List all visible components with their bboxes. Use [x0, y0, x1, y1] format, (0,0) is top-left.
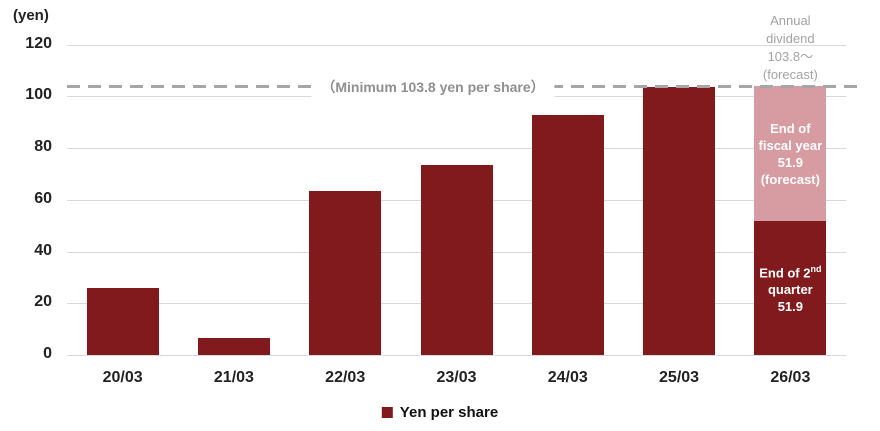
annotation-line: (forecast) — [762, 67, 818, 82]
x-axis-label: 23/03 — [436, 369, 477, 386]
bar-segment-label: End of 2nd quarter 51.9 — [759, 263, 822, 314]
y-tick-label: 100 — [25, 86, 52, 104]
annual-dividend-forecast-annotation: Annual dividend 103.8～ (forecast) — [720, 12, 860, 84]
y-tick-label: 120 — [25, 34, 52, 52]
y-tick-label: 60 — [34, 189, 52, 207]
x-axis-label: 25/03 — [659, 369, 700, 386]
x-axis-label: 24/03 — [547, 369, 588, 386]
annotation-line: Annual — [770, 13, 811, 28]
bar-segment — [531, 114, 604, 355]
annotation-line: dividend — [766, 31, 815, 46]
y-tick-label: 0 — [43, 345, 52, 362]
bar-segment — [86, 287, 159, 355]
bar-segment: End of fiscal year 51.9 (forecast) — [754, 86, 827, 221]
x-axis-label: 22/03 — [325, 369, 366, 386]
legend-swatch-icon — [381, 407, 393, 418]
bar-segment-label: End of fiscal year 51.9 (forecast) — [758, 120, 823, 187]
legend: Yen per share — [381, 404, 499, 421]
bar-segment: End of 2nd quarter 51.9 — [754, 220, 827, 355]
x-axis-label: 20/03 — [102, 369, 143, 386]
bar-segment — [420, 164, 493, 355]
y-axis-unit-label: (yen) — [13, 7, 49, 24]
legend-label: Yen per share — [399, 404, 499, 421]
bar-segment — [309, 190, 382, 355]
gridline — [67, 355, 846, 356]
x-axis-label: 26/03 — [770, 369, 811, 386]
gridline — [67, 148, 846, 149]
minimum-dividend-label: （Minimum 103.8 yen per share） — [311, 77, 555, 98]
y-tick-label: 40 — [34, 241, 52, 259]
bar-segment — [197, 338, 270, 355]
y-tick-label: 80 — [34, 138, 52, 155]
x-axis-label: 21/03 — [213, 369, 254, 386]
annotation-line: 103.8～ — [767, 49, 814, 64]
gridline — [67, 44, 846, 46]
y-tick-label: 20 — [34, 293, 52, 311]
bar-segment — [643, 87, 716, 355]
